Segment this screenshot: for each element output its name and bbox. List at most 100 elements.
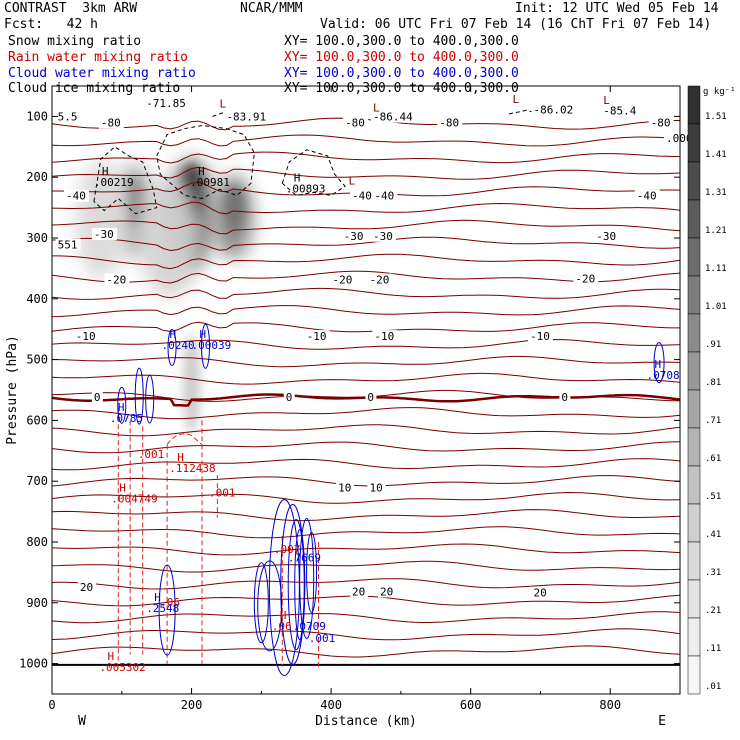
field-rain-name: Rain water mixing ratio — [8, 50, 189, 65]
temp-label-bg-17 — [370, 229, 396, 242]
colorbar-tick-14: .11 — [705, 644, 721, 654]
temp-label-bg-22 — [367, 273, 393, 286]
max-label-12: .7669 — [288, 551, 321, 564]
plot-frame — [51, 85, 681, 695]
temp-label-2: -86.44 — [373, 111, 413, 124]
max-mark-8: H — [177, 451, 184, 464]
low-mark-1: L — [373, 102, 380, 115]
low-mark-3: L — [603, 94, 610, 107]
colorbar-tick-10: .51 — [705, 492, 721, 502]
temp-label-25: -10 — [307, 330, 327, 343]
temp-label-bg-15 — [91, 227, 117, 240]
cloud-contour-11 — [306, 531, 318, 613]
temp-label-bg-35 — [350, 585, 369, 598]
max-mark-2: H — [294, 171, 301, 184]
temp-label-bg-21 — [330, 273, 356, 286]
isotherm-line-31 — [51, 645, 681, 658]
temp-label-bg-29 — [283, 390, 295, 403]
colorbar-swatch-11 — [687, 503, 701, 543]
colorbar-swatch-15 — [687, 655, 701, 695]
cloud-contour-13 — [257, 560, 283, 652]
max-label-3: .0240 — [162, 339, 195, 352]
x-tick-label-0: 0 — [48, 698, 55, 712]
isotherm-line-30 — [51, 628, 681, 641]
snow-contour-4 — [508, 109, 541, 115]
colorbar-swatch-8 — [687, 389, 701, 429]
temp-label-bg-37 — [531, 586, 550, 599]
colorbar-swatch-1 — [687, 123, 701, 163]
isotherm-line-21 — [51, 475, 681, 487]
temp-label-bg-27 — [527, 330, 553, 343]
field-snow-xy: XY= 100.0,300.0 to 400.0,300.0 — [284, 34, 519, 49]
y-tick-label-7: 800 — [26, 535, 48, 549]
field-cloud-name: Cloud water mixing ratio — [8, 66, 196, 81]
temp-label-bg-12 — [350, 189, 376, 202]
temp-label-22: -20 — [369, 274, 389, 287]
temp-label-33: 10 — [369, 481, 382, 494]
temp-label-7: -80 — [345, 117, 365, 130]
colorbar-tick-8: .71 — [705, 416, 721, 426]
temp-label-bg-8 — [437, 116, 463, 129]
max-mark-13: H — [154, 591, 161, 604]
colorbar-swatch-14 — [687, 617, 701, 657]
snow-shade-4 — [125, 176, 144, 227]
isotherm-line-23 — [51, 509, 681, 522]
snow-shade-8 — [182, 333, 201, 434]
max-label-17: .001 — [309, 632, 336, 645]
colorbar-swatch-0 — [687, 85, 701, 125]
y-axis-label: Pressure (hPa) — [5, 335, 20, 445]
colorbar: 1.51 1.41 1.31 1.21 1.11 1.01 .91 .81 .71 .61 .51.… — [687, 85, 736, 695]
colorbar-tick-13: .21 — [705, 606, 721, 616]
temp-label-5: 5.5 — [58, 111, 78, 124]
colorbar-swatch-6 — [687, 313, 701, 353]
max-label-0: .00219 — [94, 176, 134, 189]
isotherm-line-1 — [51, 134, 681, 147]
snow-contour-2 — [281, 149, 346, 196]
max-mark-3: H — [170, 328, 177, 341]
model-title: CONTRAST 3km ARW — [4, 1, 138, 16]
max-mark-6: H — [655, 358, 662, 371]
temp-label-24: -10 — [76, 330, 96, 343]
colorbar-tick-12: .31 — [705, 568, 721, 578]
colorbar-tick-5: 1.01 — [705, 302, 727, 312]
field-cloud-xy: XY= 100.0,300.0 to 400.0,300.0 — [284, 66, 519, 81]
max-label-9: .001 — [209, 486, 236, 499]
temp-label-bg-33 — [367, 481, 386, 494]
max-label-5: .0785 — [110, 412, 143, 425]
max-label-13: .2548 — [146, 602, 179, 615]
snow-contour-1 — [156, 124, 255, 200]
temp-label-13: -40 — [374, 190, 394, 203]
temp-label-27: -10 — [530, 330, 550, 343]
y-tick-label-6: 700 — [26, 474, 48, 488]
x-tick-label-2: 400 — [320, 698, 342, 712]
max-mark-15: H — [280, 609, 287, 622]
isotherm-line-2 — [51, 151, 680, 164]
temp-label-34: 20 — [80, 581, 93, 594]
max-label-6: .0708 — [647, 369, 680, 382]
field-snow-name: Snow mixing ratio — [8, 34, 142, 49]
temp-label-bg-26 — [372, 330, 398, 343]
colorbar-swatch-3 — [687, 199, 701, 239]
colorbar-swatch-7 — [687, 351, 701, 391]
colorbar-tick-7: .81 — [705, 378, 721, 388]
colorbar-swatch-10 — [687, 465, 701, 505]
max-mark-1: H — [198, 165, 205, 178]
y-tick-label-5: 600 — [26, 413, 48, 427]
x-tick-label-4: 800 — [599, 698, 621, 712]
colorbar-swatch-2 — [687, 161, 701, 201]
temp-label-30: 0 — [367, 391, 374, 404]
temp-label-bg-1 — [224, 110, 271, 123]
cloud-contour-5 — [653, 342, 665, 384]
y-tick-label-2: 300 — [26, 231, 48, 245]
init-time: Init: 12 UTC Wed 05 Feb 14 — [515, 1, 719, 16]
colorbar-tick-11: .41 — [705, 530, 721, 540]
temp-label-bg-2 — [370, 110, 417, 123]
isotherm-line-3 — [51, 166, 681, 180]
y-tick-label-8: 900 — [26, 596, 48, 610]
temp-label-bg-11 — [63, 189, 89, 202]
temp-label-15: -30 — [94, 228, 114, 241]
max-label-4: .00039 — [192, 339, 232, 352]
temp-label-28: 0 — [94, 391, 101, 404]
max-mark-10: H — [119, 481, 126, 494]
max-mark-5: H — [118, 401, 125, 414]
